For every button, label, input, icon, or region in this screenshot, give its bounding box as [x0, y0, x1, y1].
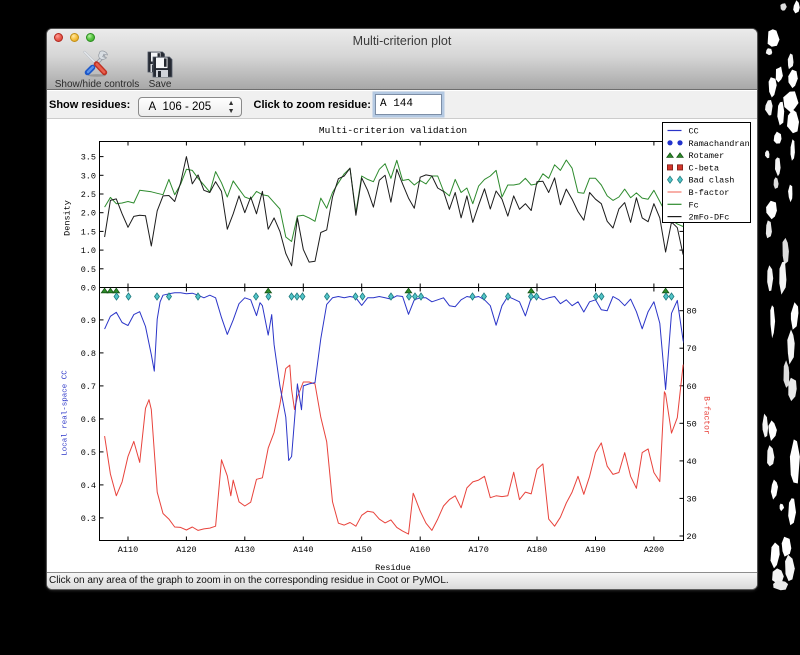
- svg-text:0.3: 0.3: [81, 514, 96, 524]
- svg-text:1.5: 1.5: [81, 227, 96, 237]
- svg-text:20: 20: [687, 532, 697, 542]
- svg-text:B-factor: B-factor: [689, 188, 730, 198]
- svg-text:Multi-criterion validation: Multi-criterion validation: [319, 125, 467, 136]
- svg-text:0.7: 0.7: [81, 382, 96, 392]
- svg-text:0.5: 0.5: [81, 448, 96, 458]
- svg-text:A150: A150: [351, 545, 371, 555]
- svg-text:70: 70: [687, 344, 697, 354]
- svg-text:C-beta: C-beta: [689, 163, 720, 173]
- svg-text:Density: Density: [63, 200, 73, 236]
- svg-text:2mFo-DFc: 2mFo-DFc: [689, 213, 730, 223]
- svg-text:A200: A200: [644, 545, 664, 555]
- svg-text:0.4: 0.4: [81, 481, 96, 491]
- svg-text:3.0: 3.0: [81, 171, 96, 181]
- svg-text:Ramachandran: Ramachandran: [689, 139, 750, 149]
- svg-text:2.5: 2.5: [81, 190, 96, 200]
- svg-text:40: 40: [687, 457, 697, 467]
- svg-text:A160: A160: [410, 545, 430, 555]
- svg-text:A180: A180: [527, 545, 547, 555]
- svg-text:A120: A120: [176, 545, 196, 555]
- svg-text:A170: A170: [468, 545, 488, 555]
- svg-text:0.5: 0.5: [81, 265, 96, 275]
- svg-text:2.0: 2.0: [81, 209, 96, 219]
- svg-text:0.9: 0.9: [81, 316, 96, 326]
- svg-text:A190: A190: [585, 545, 605, 555]
- svg-text:Bad clash: Bad clash: [689, 176, 735, 186]
- svg-text:0.8: 0.8: [81, 349, 96, 359]
- svg-text:Residue: Residue: [375, 563, 411, 572]
- svg-text:80: 80: [687, 307, 697, 317]
- svg-text:0.6: 0.6: [81, 415, 96, 425]
- svg-text:0.0: 0.0: [81, 284, 96, 294]
- svg-text:Rotamer: Rotamer: [689, 151, 725, 161]
- svg-text:A140: A140: [293, 545, 313, 555]
- svg-text:A110: A110: [118, 545, 138, 555]
- svg-text:30: 30: [687, 494, 697, 504]
- svg-text:60: 60: [687, 382, 697, 392]
- svg-text:Local real-space CC: Local real-space CC: [62, 370, 70, 456]
- svg-text:A130: A130: [235, 545, 255, 555]
- svg-text:CC: CC: [689, 127, 699, 137]
- svg-text:B-factor: B-factor: [702, 396, 711, 435]
- svg-text:Fc: Fc: [689, 200, 699, 210]
- svg-text:50: 50: [687, 419, 697, 429]
- svg-text:1.0: 1.0: [81, 246, 96, 256]
- svg-text:3.5: 3.5: [81, 153, 96, 163]
